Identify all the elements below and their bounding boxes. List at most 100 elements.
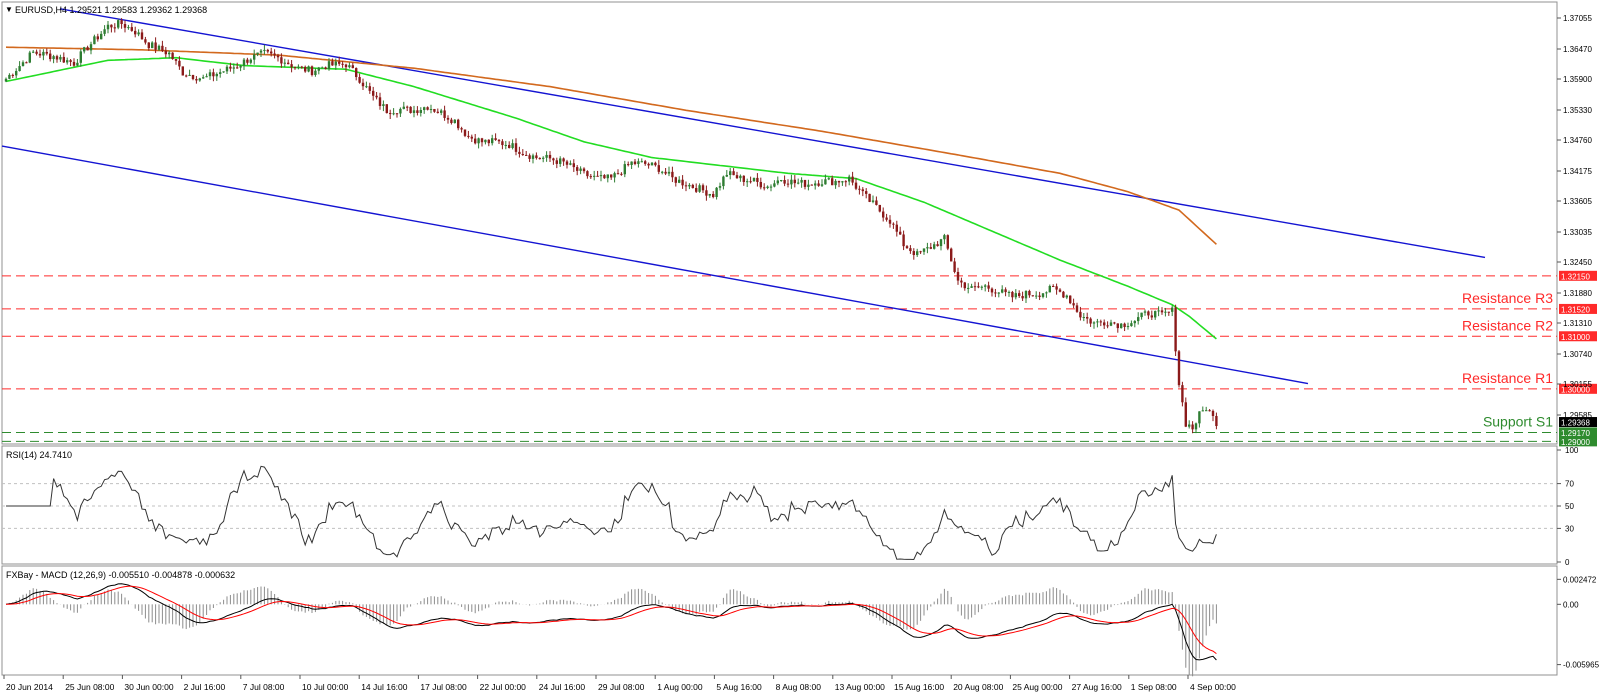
candle-body (208, 72, 212, 77)
candle-body (650, 162, 654, 166)
candle-body (963, 282, 966, 289)
time-tick-label: 30 Jun 00:00 (124, 682, 173, 692)
candle-body (875, 200, 878, 205)
candle-body (76, 62, 79, 66)
candle-body (191, 74, 195, 80)
time-tick-label: 15 Aug 16:00 (894, 682, 944, 692)
candle-body (1133, 321, 1136, 324)
candle-body (732, 171, 735, 176)
candle-body (491, 138, 494, 144)
candle-body (324, 67, 327, 70)
macd-tick-label: -0.005965 (1563, 661, 1600, 670)
chart-collapse-icon[interactable]: ▼ (5, 5, 13, 14)
candle-body (535, 155, 538, 159)
time-tick-label: 1 Sep 08:00 (1131, 682, 1177, 692)
candle-body (11, 74, 14, 76)
candle-body (154, 42, 157, 50)
candle-body (392, 113, 395, 115)
candle-body (545, 154, 548, 158)
candle-body (854, 182, 858, 189)
candle-body (1014, 293, 1017, 298)
time-tick-label: 1 Aug 00:00 (657, 682, 703, 692)
candle-body (834, 180, 837, 186)
candle-body (310, 66, 314, 75)
candle-body (463, 129, 467, 136)
candle-body (977, 286, 980, 288)
candle-body (412, 110, 416, 113)
candle-body (283, 62, 286, 64)
candle-body (603, 175, 606, 179)
candle-body (477, 138, 480, 144)
channel-lower-line (1, 145, 1309, 385)
candle-body (899, 231, 902, 235)
candle-body (1082, 317, 1085, 319)
candle-body (684, 185, 688, 187)
symbol-header: EURUSD,H4 1.29521 1.29583 1.29362 1.2936… (15, 5, 207, 15)
candle-body (817, 183, 820, 186)
candle-body (45, 51, 48, 54)
level-price-badge (1559, 436, 1597, 447)
candle-body (593, 175, 596, 177)
candle-body (987, 285, 990, 289)
candle-body (1024, 290, 1028, 299)
candle-body (358, 77, 361, 83)
time-tick-label: 13 Aug 00:00 (835, 682, 885, 692)
candle-body (1164, 311, 1167, 313)
candle-body (100, 33, 103, 40)
candle-body (572, 163, 575, 168)
candle-body (582, 168, 586, 172)
candle-body (409, 106, 412, 113)
candle-body (667, 171, 671, 174)
candle-body (123, 24, 127, 28)
candle-body (1194, 423, 1198, 430)
candle-body (1150, 315, 1153, 318)
candle-body (470, 136, 473, 139)
candle-body (759, 181, 762, 188)
candle-body (389, 113, 392, 115)
candle-body (198, 78, 201, 81)
rsi-layer: 100 70 50 30 0 (2, 446, 1579, 567)
candle-body (946, 235, 949, 249)
candle-body (232, 67, 235, 69)
candle-body (1211, 410, 1215, 416)
candle-body (1167, 311, 1170, 313)
candle-body (919, 251, 922, 253)
candle-body (266, 49, 269, 52)
candle-body (912, 251, 915, 256)
candle-body (776, 180, 779, 184)
candle-body (1177, 351, 1181, 386)
candle-body (892, 223, 895, 225)
candle-body (103, 29, 106, 34)
time-axis: 20 Jun 2014 25 Jun 08:00 30 Jun 00:00 2 Jul… (3, 675, 1236, 692)
rsi-panel-frame (1, 445, 1558, 565)
current-price-label: 1.29368 (1561, 419, 1590, 428)
candle-body (1184, 402, 1187, 427)
candle-body (559, 158, 562, 164)
candle-body (144, 39, 147, 43)
candle-body (576, 167, 579, 171)
candle-body (589, 176, 592, 178)
candle-body (494, 138, 497, 140)
candle-body (596, 175, 599, 177)
candle-body (293, 67, 297, 69)
candle-body (1174, 307, 1177, 352)
candle-body (1055, 286, 1058, 290)
price-tick-label: 1.34760 (1563, 136, 1592, 145)
sma-slow-line (5, 46, 1217, 245)
candle-body (1205, 410, 1208, 412)
candle-body (429, 108, 433, 110)
candle-body (1181, 385, 1184, 403)
candle-body (1096, 321, 1099, 323)
candle-body (164, 50, 167, 55)
candle-body (443, 110, 446, 118)
candle-body (953, 261, 956, 272)
candle-body (151, 42, 154, 49)
candle-body (518, 151, 521, 154)
candle-body (440, 110, 443, 113)
candle-body (1215, 415, 1218, 427)
candle-body (307, 66, 310, 72)
candle-body (395, 113, 399, 115)
candle-body (72, 61, 76, 66)
price-tick-label: 1.29585 (1563, 411, 1592, 420)
candle-body (844, 181, 847, 183)
